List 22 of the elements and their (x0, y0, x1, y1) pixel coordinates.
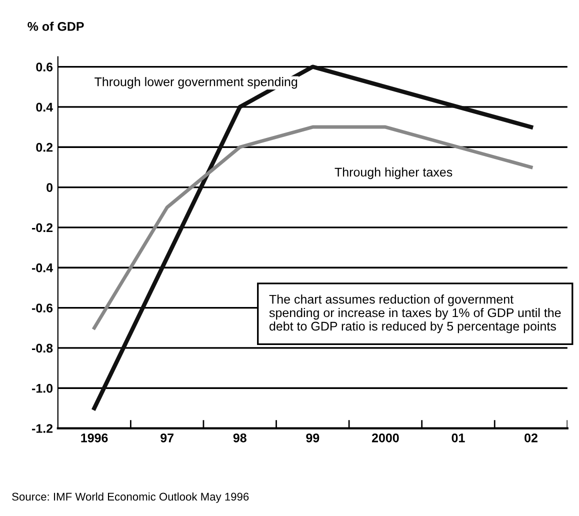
x-tick-label: 1996 (81, 433, 108, 442)
y-tick-label: 0.4 (36, 102, 53, 112)
y-axis-title: % of GDP (28, 22, 84, 31)
y-tick-label: 0 (46, 183, 53, 192)
y-tick-label: -1.2 (32, 424, 53, 433)
y-tick-label: -1.0 (32, 384, 53, 393)
series-label: Through higher taxes (334, 167, 452, 180)
x-tick-label: 98 (233, 433, 246, 442)
source-note: Source: IMF World Economic Outlook May 1996 (12, 492, 249, 503)
y-tick-label: -0.2 (32, 223, 53, 232)
x-tick-label: 02 (524, 433, 538, 442)
x-tick-label: 2000 (372, 433, 399, 442)
y-tick-label: -0.4 (32, 263, 53, 272)
y-tick-label: -0.6 (32, 304, 53, 312)
x-tick-label: 99 (306, 433, 320, 442)
annotation: The chart assumes reduction of government spending or increase in taxes by 1% of GDP until the debt to GDP ratio is reduced by 5 percentage points (269, 294, 561, 334)
series-label: Through lower government spending (94, 77, 298, 89)
x-tick-label: 01 (452, 433, 465, 442)
y-tick-label: 0.2 (36, 142, 53, 152)
x-tick-label: 97 (160, 433, 174, 442)
y-tick-label: 0.6 (36, 62, 53, 72)
y-tick-label: -0.8 (32, 344, 53, 353)
